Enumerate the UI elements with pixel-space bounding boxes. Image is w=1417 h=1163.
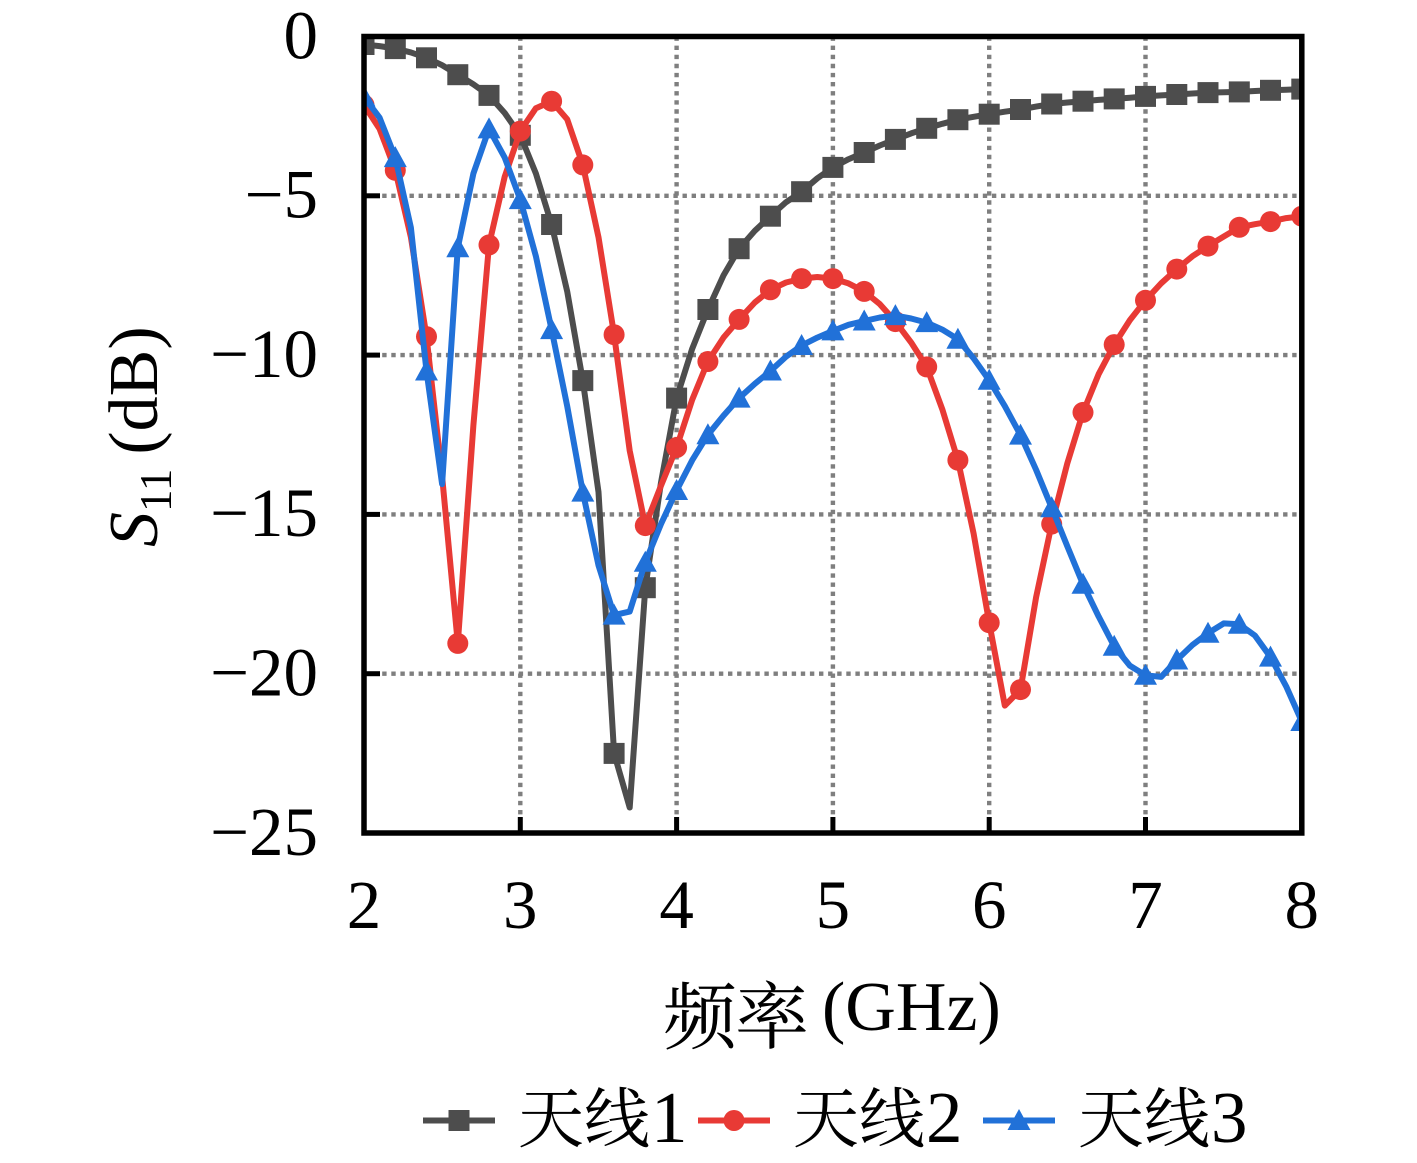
svg-text:−20: −20 [210, 635, 318, 711]
svg-text:(GHz): (GHz) [822, 969, 1001, 1046]
svg-text:1: 1 [651, 1077, 688, 1158]
svg-text:S11 (dB): S11 (dB) [96, 326, 181, 547]
svg-text:0: 0 [284, 0, 319, 73]
svg-text:−25: −25 [210, 794, 318, 870]
svg-text:2: 2 [926, 1077, 963, 1158]
svg-text:6: 6 [972, 867, 1007, 943]
svg-text:3: 3 [503, 867, 538, 943]
svg-text:−15: −15 [210, 475, 318, 551]
svg-text:7: 7 [1128, 867, 1163, 943]
svg-text:−10: −10 [210, 316, 318, 392]
svg-text:5: 5 [816, 867, 851, 943]
svg-text:2: 2 [347, 867, 382, 943]
svg-text:4: 4 [659, 867, 694, 943]
svg-text:3: 3 [1211, 1077, 1248, 1158]
svg-text:−5: −5 [245, 157, 318, 233]
svg-text:8: 8 [1285, 867, 1320, 943]
